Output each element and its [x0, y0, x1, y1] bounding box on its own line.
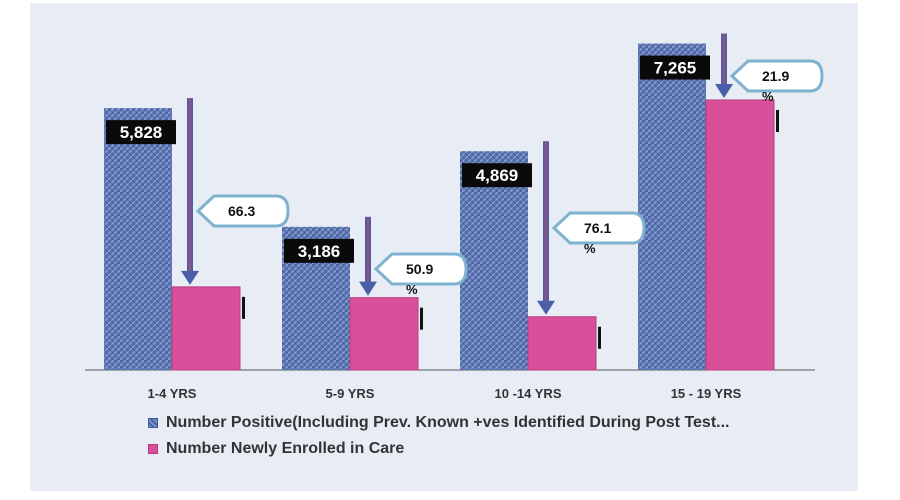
arrow-head [181, 270, 199, 285]
callout-value: 21.9 [762, 68, 789, 84]
legend-label-positive: Number Positive(Including Prev. Known +v… [166, 414, 730, 431]
value-label: 3,186 [298, 242, 341, 261]
legend-swatch-positive [148, 418, 158, 428]
bar-enrolled [171, 286, 241, 371]
value-label-box [284, 238, 354, 263]
value-label: 7,265 [654, 59, 697, 78]
value-label-box [640, 55, 710, 80]
bar-enrolled [349, 297, 419, 371]
bar-enrolled-marker [420, 307, 423, 330]
bar-enrolled-marker [242, 296, 245, 319]
bar-positive [460, 151, 528, 370]
x-tick-label: 15 - 19 YRS [671, 386, 742, 401]
bar-enrolled [705, 99, 775, 371]
legend-item-enrolled: Number Newly Enrolled in Care [148, 440, 404, 458]
value-label: 4,869 [476, 166, 519, 185]
callout-percent: % [584, 241, 596, 256]
value-label: 5,828 [120, 123, 163, 142]
value-label-box [106, 120, 176, 145]
x-tick-label: 1-4 YRS [148, 386, 197, 401]
bar-enrolled-marker [598, 326, 601, 349]
bar-positive [104, 108, 172, 370]
legend-swatch-enrolled [148, 444, 158, 454]
bar-positive [638, 43, 706, 371]
arrow-head [715, 83, 733, 98]
value-label-box [462, 163, 532, 188]
bar-enrolled-marker [776, 109, 779, 132]
callout-value: 66.3 [228, 203, 255, 219]
x-tick-label: 10 -14 YRS [495, 386, 562, 401]
callout-percent: % [406, 282, 418, 297]
callout-shape [373, 252, 468, 286]
x-tick-label: 5-9 YRS [326, 386, 375, 401]
callout-shape [195, 194, 290, 228]
callout-value: 50.9 [406, 261, 433, 277]
arrow-head [359, 281, 377, 296]
bar-enrolled [527, 316, 597, 371]
legend-label-enrolled: Number Newly Enrolled in Care [166, 440, 405, 457]
arrow-head [537, 300, 555, 315]
callout-shape [551, 211, 646, 245]
legend-item-positive: Number Positive(Including Prev. Known +v… [148, 414, 730, 432]
callout-value: 76.1 [584, 220, 611, 236]
callout-percent: % [762, 89, 774, 104]
callout-shape [729, 59, 824, 93]
